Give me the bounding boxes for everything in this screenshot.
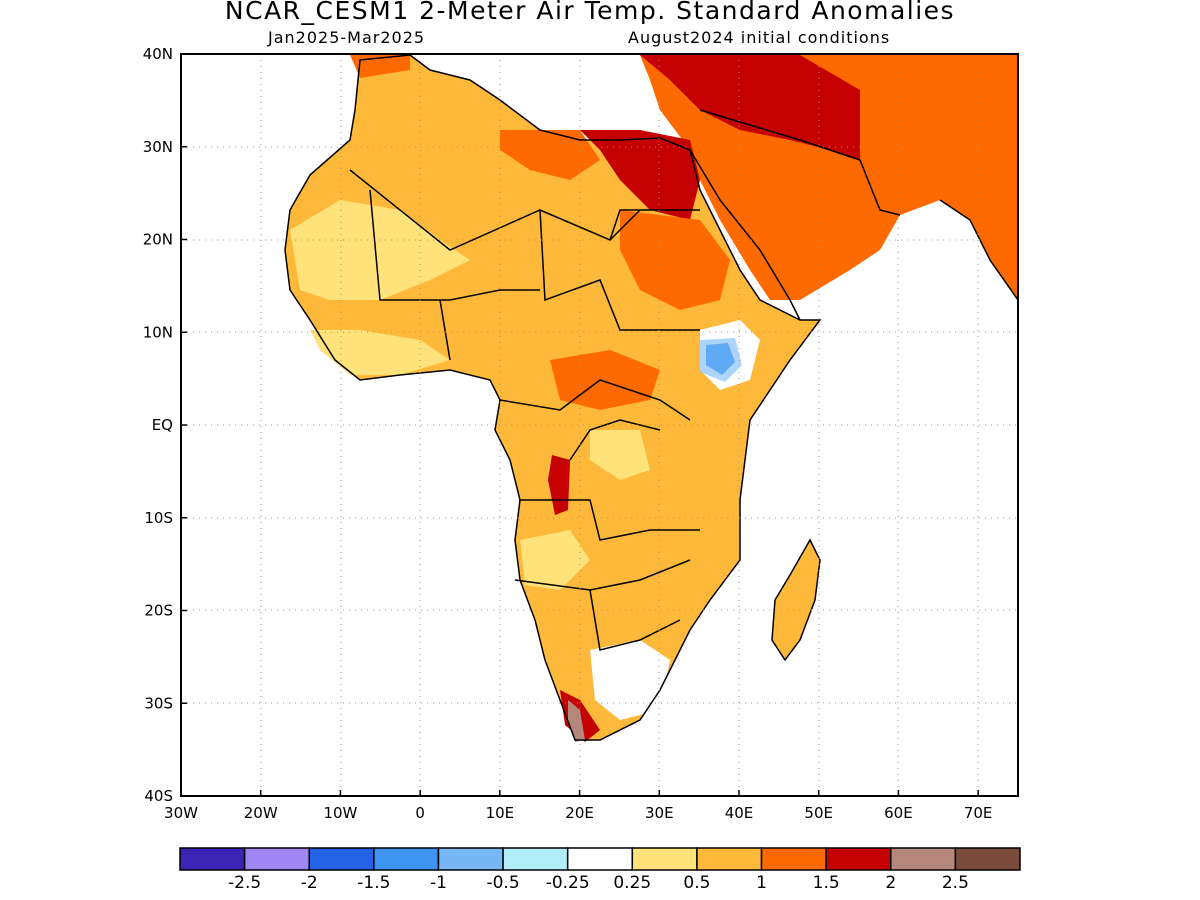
colorbar-label: -2.5 [228, 873, 261, 893]
sahel-band [290, 200, 470, 300]
lat-label: 10N [143, 323, 173, 341]
colorbar-label: -1 [430, 873, 447, 893]
colorbar-label: 0.5 [683, 873, 710, 893]
lon-label: 60E [884, 804, 913, 822]
anomaly-fields [285, 55, 1018, 742]
lon-label: 10W [323, 804, 357, 822]
colorbar-label: -0.5 [486, 873, 519, 893]
colorbar-swatch [243, 847, 310, 871]
lat-label: 20N [143, 231, 173, 249]
lat-label: 30S [144, 694, 173, 712]
latitude-axis: 40N 30N 20N 10N EQ 10S 20S 30S 40S [143, 45, 187, 805]
lat-label: 10S [144, 509, 173, 527]
colorbar-swatch [373, 847, 440, 871]
mideast-hot [640, 55, 860, 160]
lon-label: 20E [565, 804, 594, 822]
lat-label: EQ [152, 416, 173, 434]
lon-label: 30W [164, 804, 198, 822]
south-neutral [590, 640, 670, 720]
lon-label: 50E [804, 804, 833, 822]
lon-label: 10E [486, 804, 515, 822]
colorbar-swatch [631, 847, 698, 871]
south-pale [520, 530, 590, 590]
colorbar-swatch [437, 847, 504, 871]
chart-title: NCAR_CESM1 2-Meter Air Temp. Standard An… [224, 0, 956, 25]
init-conditions-label: August2024 initial conditions [628, 28, 891, 47]
congo-warm [550, 350, 660, 410]
colorbar: -2.5 -2 -1.5 -1 -0.5 -0.25 0.25 0.5 1 1.5 2 2.5 [179, 847, 1021, 893]
west-coast-band [310, 330, 450, 375]
lat-label: 30N [143, 138, 173, 156]
lon-label: 40E [725, 804, 754, 822]
colorbar-label: -2 [301, 873, 318, 893]
lat-label: 20S [144, 602, 173, 620]
colorbar-swatch [696, 847, 763, 871]
graticule [181, 54, 1018, 796]
colorbar-swatch [890, 847, 957, 871]
colorbar-label: 0.25 [613, 873, 651, 893]
colorbar-swatch [179, 847, 246, 871]
colorbar-swatch [760, 847, 827, 871]
colorbar-swatch [825, 847, 892, 871]
colorbar-swatch [566, 847, 634, 871]
colorbar-swatch [954, 847, 1021, 871]
colorbar-label: 2 [885, 873, 896, 893]
lon-label: 30E [645, 804, 674, 822]
lon-label: 70E [964, 804, 993, 822]
central-pale [590, 430, 650, 480]
sudan-warm [620, 210, 730, 310]
colorbar-swatch [308, 847, 375, 871]
longitude-axis: 30W 20W 10W 0 10E 20E 30E 40E 50E 60E 70E [164, 790, 992, 822]
europe-strip [350, 55, 410, 78]
colorbar-label: 1 [756, 873, 767, 893]
colorbar-label: -0.25 [546, 873, 590, 893]
colorbar-label: 1.5 [813, 873, 840, 893]
lon-label: 20W [244, 804, 278, 822]
colorbar-label: 2.5 [942, 873, 969, 893]
colorbar-swatch [502, 847, 569, 871]
egypt-hot [580, 130, 700, 220]
madagascar [772, 540, 820, 660]
lat-label: 40N [143, 45, 173, 63]
coastlines [284, 54, 1018, 741]
colorbar-label: -1.5 [357, 873, 390, 893]
lon-label: 0 [415, 804, 425, 822]
ethiopia-cool-outer [700, 338, 742, 382]
libya-warm [500, 130, 600, 180]
period-label: Jan2025-Mar2025 [268, 28, 426, 47]
lat-label: 40S [144, 787, 173, 805]
